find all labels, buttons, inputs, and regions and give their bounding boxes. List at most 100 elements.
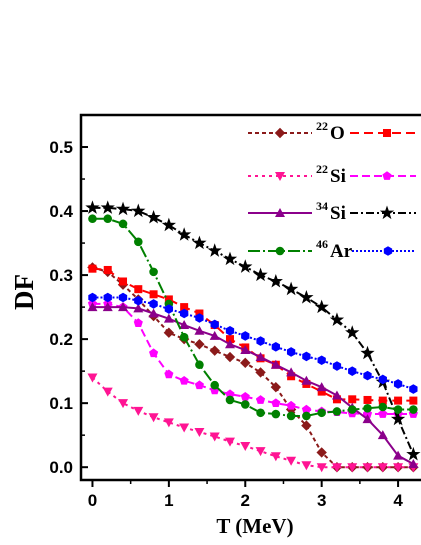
y-tick-label: 0.4	[49, 202, 73, 221]
data-point-22O-2	[363, 395, 372, 404]
data-point-46Ar-2	[241, 331, 250, 341]
data-point-34Si-2	[329, 312, 345, 326]
data-point-34Si-1	[393, 450, 404, 460]
x-tick-label: 2	[241, 491, 250, 510]
data-point-46Ar-2	[271, 342, 280, 352]
data-point-22O-2	[134, 285, 143, 294]
legend-marker-22Si-1	[275, 172, 285, 181]
data-point-22Si-2	[378, 409, 388, 418]
data-point-22Si-2	[286, 400, 296, 410]
data-point-22Si-1	[377, 463, 388, 473]
data-point-34Si-1	[316, 382, 327, 392]
data-point-34Si-1	[148, 308, 159, 318]
data-point-34Si-2	[314, 299, 329, 314]
data-point-22O-2	[225, 335, 234, 344]
data-point-34Si-2	[222, 251, 238, 266]
data-point-22O-2	[119, 277, 128, 286]
data-point-34Si-1	[408, 458, 419, 468]
legend-marker-22O-2	[383, 129, 391, 137]
data-point-46Ar-1	[347, 405, 357, 414]
data-point-46Ar-1	[302, 411, 311, 421]
data-point-22Si-1	[393, 463, 404, 473]
x-tick-label: 0	[88, 491, 97, 510]
data-point-34Si-1	[286, 367, 297, 377]
data-point-34Si-2	[406, 446, 421, 461]
data-point-34Si-1	[87, 302, 98, 312]
data-point-34Si-2	[238, 259, 253, 273]
legend-marker-46Ar-2	[383, 246, 393, 256]
data-point-22Si-1	[255, 447, 266, 457]
data-point-22Si-2	[179, 375, 189, 385]
data-point-46Ar-1	[225, 395, 235, 405]
data-point-22Si-1	[270, 452, 281, 462]
data-point-34Si-2	[283, 281, 299, 296]
data-point-46Ar-2	[302, 351, 311, 362]
series-line-34Si-1	[92, 306, 414, 465]
series-line-22Si-1	[91, 376, 414, 469]
data-point-46Ar-2	[179, 308, 189, 319]
data-point-22O-1	[224, 351, 236, 363]
legend-mass-number: 34	[316, 199, 328, 213]
data-point-34Si-1	[301, 375, 312, 385]
data-point-46Ar-2	[164, 304, 174, 314]
x-tick-label: 4	[393, 491, 403, 510]
legend-mass-number: 22	[316, 162, 328, 176]
data-point-22Si-2	[301, 404, 311, 414]
data-point-46Ar-1	[195, 360, 204, 370]
data-point-46Ar-2	[134, 295, 143, 306]
data-point-46Ar-1	[134, 237, 143, 247]
data-point-34Si-1	[102, 302, 113, 312]
series-line-46Ar-2	[92, 296, 414, 391]
data-point-46Ar-1	[363, 403, 372, 413]
data-point-34Si-1	[163, 313, 174, 323]
data-point-46Ar-1	[103, 214, 113, 224]
legend-marker-46Ar-1	[275, 246, 285, 256]
data-point-22Si-1	[87, 373, 98, 383]
y-tick-label: 0.5	[49, 138, 73, 157]
data-point-34Si-1	[209, 330, 220, 340]
data-point-34Si-2	[146, 209, 161, 224]
data-point-34Si-1	[240, 345, 251, 355]
data-point-22Si-1	[347, 463, 358, 473]
series-34Si-2	[85, 200, 421, 461]
data-point-46Ar-1	[149, 267, 158, 277]
data-point-46Ar-1	[393, 405, 403, 414]
data-point-22O-2	[348, 395, 357, 404]
data-point-46Ar-1	[179, 332, 189, 342]
data-point-46Ar-2	[317, 355, 326, 366]
data-point-22O-1	[255, 367, 266, 378]
data-point-34Si-1	[377, 430, 388, 440]
data-point-46Ar-2	[332, 361, 342, 371]
data-point-34Si-2	[177, 227, 192, 241]
data-point-34Si-1	[224, 339, 235, 349]
y-tick-label: 0.0	[49, 458, 73, 477]
data-point-22Si-1	[194, 427, 205, 437]
data-point-34Si-1	[118, 302, 129, 312]
legend-marker-22O-1	[274, 127, 286, 139]
data-point-22O-2	[103, 265, 112, 274]
data-point-46Ar-1	[378, 402, 388, 412]
data-point-34Si-2	[390, 411, 406, 426]
data-point-46Ar-2	[103, 292, 112, 303]
data-point-46Ar-2	[149, 299, 158, 309]
data-point-22Si-2	[164, 369, 174, 379]
y-tick-label: 0.3	[49, 266, 73, 285]
series-22O-2	[88, 264, 418, 405]
data-point-22Si-1	[362, 463, 373, 473]
data-point-22O-2	[409, 396, 418, 405]
series-line-46Ar-1	[92, 217, 414, 417]
data-point-22O-1	[163, 327, 175, 338]
legend-marker-22Si-2	[382, 171, 392, 180]
data-point-34Si-1	[255, 352, 266, 362]
data-point-22Si-1	[240, 442, 251, 452]
data-point-22Si-2	[133, 318, 143, 327]
data-point-22Si-2	[194, 380, 204, 390]
data-point-34Si-2	[85, 200, 100, 214]
data-point-46Ar-2	[409, 384, 418, 394]
data-point-22O-1	[209, 345, 220, 356]
data-point-46Ar-2	[225, 326, 235, 336]
data-point-22O-2	[164, 295, 173, 304]
legend-element: O	[330, 123, 345, 144]
data-point-34Si-2	[345, 325, 360, 339]
data-point-34Si-2	[131, 203, 146, 218]
